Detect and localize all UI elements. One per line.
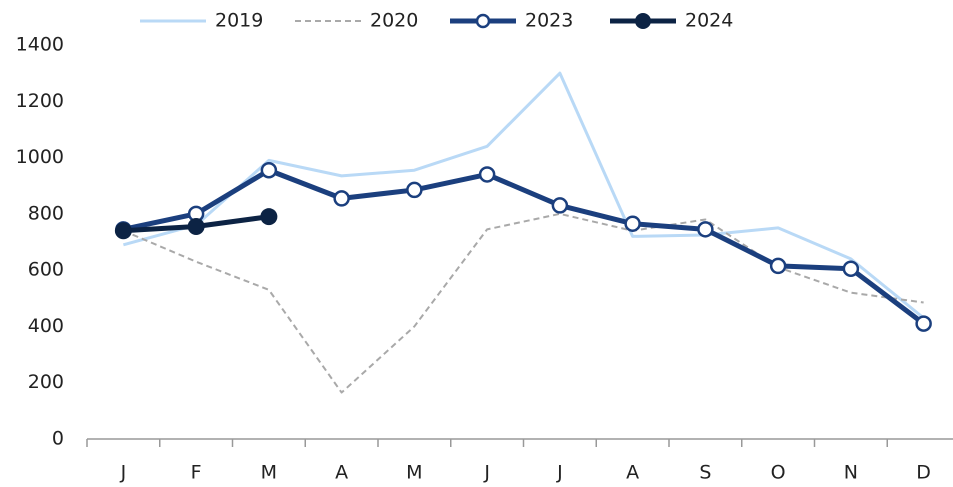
x-tick-label: A — [335, 462, 348, 484]
y-tick-label: 0 — [52, 428, 64, 450]
x-tick-label: J — [556, 462, 563, 484]
x-tick-label: N — [844, 462, 858, 484]
point — [842, 260, 860, 277]
y-tick-label: 1400 — [16, 34, 64, 56]
x-tick-label: O — [771, 462, 786, 484]
point — [187, 218, 205, 236]
point — [915, 315, 932, 332]
line-2020 — [122, 212, 924, 394]
x-tick-label: M — [261, 462, 277, 484]
legend-marker — [635, 13, 651, 29]
x-tick-label: A — [626, 462, 639, 484]
point — [551, 197, 569, 214]
x-tick-label: M — [406, 462, 422, 484]
legend-label: 2024 — [685, 10, 733, 32]
x-tick-label: J — [483, 462, 490, 484]
point — [260, 208, 278, 226]
point — [114, 222, 132, 240]
y-tick-label: 800 — [28, 202, 64, 224]
x-tick-label: S — [699, 462, 711, 484]
legend-label: 2019 — [215, 10, 263, 32]
x-tick-label: J — [120, 462, 127, 484]
legend-label: 2020 — [370, 10, 418, 32]
point — [697, 221, 714, 238]
x-tick-label: F — [191, 462, 202, 484]
legend-label: 2023 — [525, 10, 573, 32]
point — [406, 181, 423, 199]
y-tick-label: 1000 — [16, 146, 64, 168]
y-tick-label: 1200 — [16, 90, 64, 112]
point — [333, 190, 350, 207]
y-tick-label: 600 — [28, 259, 64, 281]
point — [624, 215, 641, 232]
legend-marker — [475, 13, 491, 29]
point — [769, 257, 787, 275]
x-tick-label: D — [916, 462, 931, 484]
line-2019 — [122, 71, 925, 320]
y-tick-label: 400 — [28, 315, 64, 337]
point — [260, 161, 278, 179]
line-2023 — [122, 167, 926, 326]
y-tick-label: 200 — [28, 371, 64, 393]
point — [478, 166, 496, 183]
